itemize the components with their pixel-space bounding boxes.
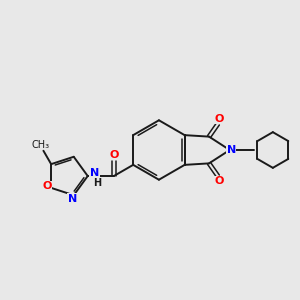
- Text: O: O: [42, 182, 51, 191]
- Text: CH₃: CH₃: [32, 140, 50, 150]
- Text: O: O: [215, 176, 224, 186]
- Text: O: O: [109, 150, 119, 160]
- Text: H: H: [94, 178, 102, 188]
- Text: N: N: [90, 168, 99, 178]
- Text: O: O: [215, 114, 224, 124]
- Text: N: N: [68, 194, 77, 204]
- Text: N: N: [226, 145, 236, 155]
